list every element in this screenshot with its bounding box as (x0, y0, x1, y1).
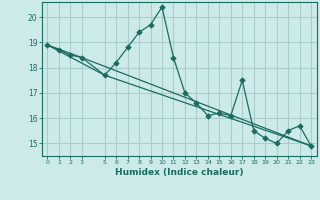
X-axis label: Humidex (Indice chaleur): Humidex (Indice chaleur) (115, 168, 244, 177)
